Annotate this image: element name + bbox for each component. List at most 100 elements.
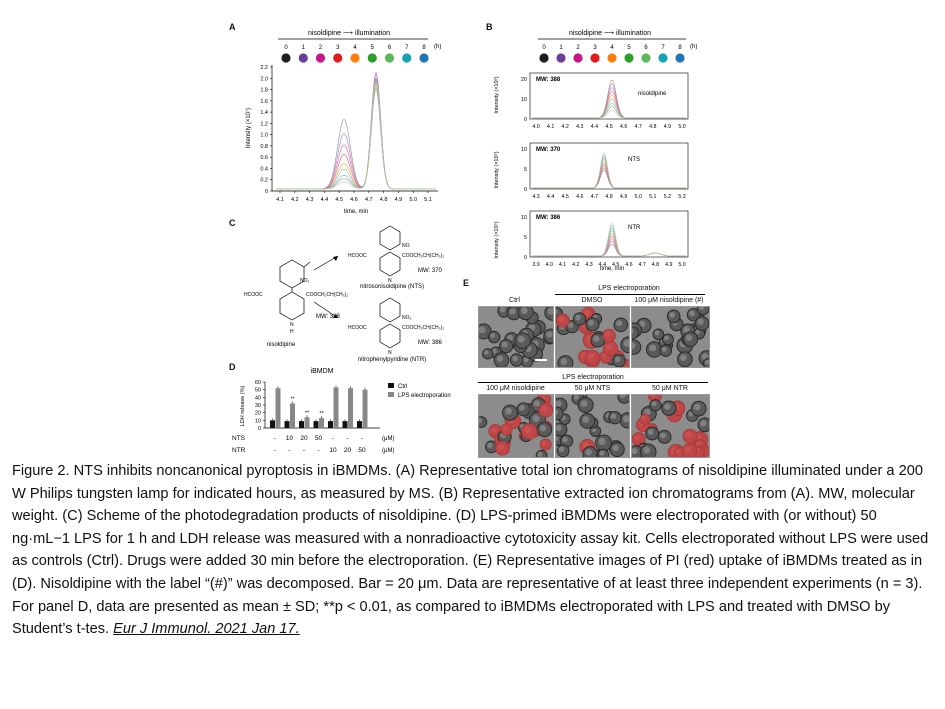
panel-a-traces: [276, 71, 436, 190]
panel-a-ytick-5: 1.0: [260, 133, 268, 139]
panel-d-row2-6: 50: [358, 447, 366, 454]
panel-b-xtick-0-8: 4.8: [649, 124, 656, 130]
panel-d-star-1: **: [290, 396, 295, 402]
panel-d-row1-6: -: [361, 435, 363, 442]
panel-b-dot-3: [590, 53, 600, 63]
panel-d-row1-0: -: [274, 435, 276, 442]
panel-d-treatment-rows: - - 10 - 20 - 50 - - 10 - 20 - 50 (μM): [274, 435, 395, 454]
micrograph-ntr: [631, 394, 710, 458]
panel-b-dot-4: [607, 53, 617, 63]
panel-a-hour-dots: [281, 53, 429, 63]
panel-b-xtick-1-5: 4.8: [605, 194, 612, 200]
panel-d-bar-1-3: [319, 418, 324, 428]
legend-lps-swatch: [388, 392, 394, 397]
panel-e-label: E: [463, 278, 470, 288]
panel-b-ytick-0-2: 20: [521, 77, 527, 83]
panel-b-trace-1-6: [532, 156, 686, 189]
panel-b-xlabel: time, min: [600, 266, 624, 272]
panel-d-ytick-2: 20: [255, 411, 261, 417]
panel-b-xtick-2-9: 4.8: [652, 262, 659, 268]
figure-caption: Figure 2. NTS inhibits noncanonical pyro…: [12, 460, 937, 641]
panel-b-dot-0: [539, 53, 549, 63]
panel-a-dot-5: [367, 53, 377, 63]
panel-b-hour-7: 7: [661, 45, 665, 51]
panel-b-xtick-0-4: 4.4: [591, 124, 598, 130]
ntr-no2: NO₂: [402, 315, 412, 321]
panel-a-ytick-1: 0.2: [260, 178, 268, 184]
panel-c-label: C: [229, 218, 236, 228]
nts-name: nitrosonisoldipine (NTS): [360, 284, 424, 290]
panel-d-row1-2: 20: [300, 435, 308, 442]
panel-d-ylabel: LDH release (%): [240, 386, 246, 427]
panel-b-xtick-1-10: 5.3: [678, 194, 685, 200]
panel-b-dot-5: [624, 53, 634, 63]
panel-b-hour-1: 1: [559, 45, 563, 51]
panel-b-ytick-1-0: 0: [524, 187, 527, 193]
panel-b-header: nisoldipine ⟶ illumination: [569, 30, 651, 37]
panel-b-dot-7: [658, 53, 668, 63]
nts-ester: COOCH₂CH(CH₃)₂: [402, 253, 444, 259]
panel-b-ytick-0-1: 10: [521, 97, 527, 103]
panel-d-row1-4: -: [332, 435, 334, 442]
panel-d-bar-0-3: [313, 421, 319, 428]
panel-a-dot-7: [402, 53, 412, 63]
panel-a-trace-3: [276, 80, 436, 190]
panel-b-ytick-1-2: 10: [521, 147, 527, 153]
panel-d-row2-label: NTR: [232, 447, 246, 454]
panel-c-scheme: NO₂ COOCH₂CH(CH₃)₂ HCOOC N H nisoldipine…: [244, 225, 444, 363]
panel-b-xtick-2-7: 4.6: [625, 262, 632, 268]
panel-d-row2-1: -: [288, 447, 290, 454]
legend-ctrl-swatch: [388, 383, 394, 388]
panel-a-ytick-10: 2.0: [260, 76, 268, 82]
panel-e-label-ntr: 50 μM NTR: [652, 385, 688, 392]
panel-d-ytick-5: 50: [255, 388, 261, 394]
parent-mw: MW: 388: [316, 314, 341, 320]
panel-b-trace-0-5: [532, 98, 686, 119]
legend-lps-label: LPS electroporation: [398, 393, 451, 399]
ntr-hcooc: HCOOC: [348, 325, 367, 331]
panel-d-row2-5: 20: [344, 447, 352, 454]
panel-a-trace-1: [276, 77, 436, 190]
legend-ctrl-label: Ctrl: [398, 384, 407, 390]
panel-a-trace-6: [276, 76, 436, 190]
caption-citation[interactable]: Eur J Immunol. 2021 Jan 17.: [113, 621, 300, 638]
panel-d-row2-unit: (μM): [382, 448, 394, 454]
panel-d-ytick-6: 60: [255, 380, 261, 386]
panel-e-label-ctrl: Ctrl: [509, 297, 520, 304]
panel-a-ytick-6: 1.2: [260, 121, 268, 127]
panel-b-xtick-1-4: 4.7: [591, 194, 598, 200]
panel-b-name-1: NTS: [628, 157, 640, 163]
panel-a-hour-2: 2: [319, 45, 323, 51]
panel-a-trace-8: [276, 81, 436, 190]
panel-d-ytick-0: 0: [258, 426, 261, 432]
panel-b-xtick-0-6: 4.6: [620, 124, 627, 130]
panel-b-ytick-0-0: 0: [524, 117, 527, 123]
parent-name: nisoldipine: [267, 342, 296, 348]
panel-b-xtick-2-5: 4.4: [599, 262, 606, 268]
panel-b-hour-3: 3: [593, 45, 597, 51]
panel-d-star-2: **: [305, 410, 310, 416]
panel-b-ytick-2-1: 5: [524, 235, 527, 241]
panel-a-xtick-6: 4.7: [365, 197, 373, 203]
panel-a-hour-0: 0: [284, 45, 288, 51]
panel-b-name-2: NTR: [628, 225, 641, 231]
parent-ester: COOCH₂CH(CH₃)₂: [306, 292, 348, 298]
panel-a-xtick-5: 4.6: [350, 197, 358, 203]
panel-d-bar-1-2: [304, 417, 310, 428]
panel-e-label-nisoldipine-decomposed: 100 μM nisoldipine (#): [634, 297, 704, 304]
panel-a-ytick-7: 1.4: [260, 110, 268, 116]
panel-e-top-group: LPS electroporation: [598, 285, 660, 292]
panel-a-dot-2: [315, 53, 326, 63]
panel-a-trace-5: [276, 83, 436, 190]
panel-d-bar-0-2: [299, 421, 304, 428]
panel-a-ytick-2: 0.4: [260, 166, 268, 172]
panel-d-unit: (μM): [382, 436, 394, 442]
panel-a-xtick-1: 4.2: [291, 197, 299, 203]
nts-n: N: [388, 278, 392, 284]
micrograph-ctrl: [478, 306, 554, 368]
panel-a-hour-7: 7: [405, 45, 409, 51]
panel-b-xtick-1-7: 5.0: [635, 194, 642, 200]
panel-a-trace-4: [276, 85, 436, 190]
panel-d-bar-1-6: [362, 389, 368, 428]
